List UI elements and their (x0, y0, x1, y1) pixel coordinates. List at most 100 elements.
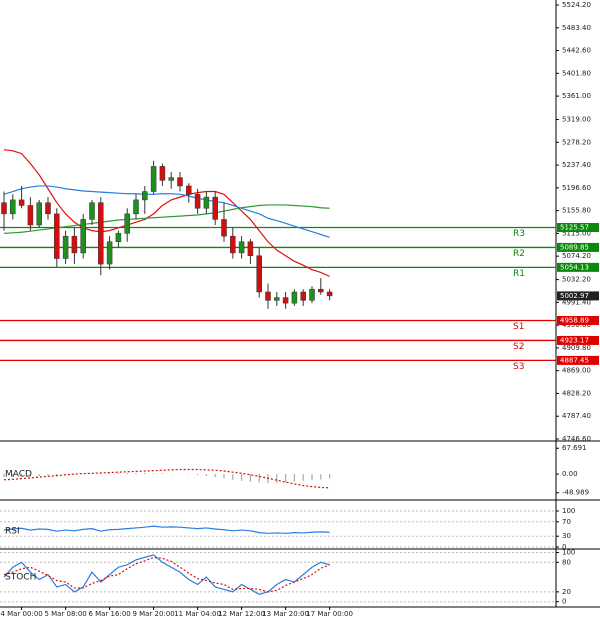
level-box (557, 355, 599, 365)
y-tick-label: 70 (562, 518, 571, 526)
candle-body (27, 205, 34, 226)
candle-body (106, 241, 113, 265)
level-name: S1 (513, 322, 524, 332)
moving-average (3, 185, 330, 238)
candle-body (150, 166, 157, 192)
y-tick-label: 5278.20 (562, 138, 591, 146)
level-value: 4923.17 (560, 336, 589, 344)
y-tick-label: 5483.40 (562, 24, 591, 32)
candle-body (221, 219, 227, 237)
x-tick-label: 4 Mar 00:00 (0, 610, 42, 618)
rsi-line (3, 525, 330, 534)
y-tick-label: 5237.40 (562, 161, 591, 169)
y-tick-label: 5442.60 (562, 47, 591, 55)
stoch-line (3, 554, 330, 595)
candle-body (54, 213, 60, 259)
y-tick-label: 5074.20 (562, 252, 591, 260)
panel-title: MACD (5, 470, 32, 480)
x-tick-label: 9 Mar 20:00 (132, 610, 174, 618)
y-tick-label: 4909.80 (562, 344, 591, 352)
level-box (557, 335, 599, 345)
level-box (557, 222, 599, 232)
y-tick-label: 5196.60 (562, 184, 591, 192)
candle-body (291, 291, 298, 304)
stoch-line (3, 556, 330, 593)
level-value: 4958.89 (560, 317, 589, 325)
candle-body (71, 235, 78, 254)
y-tick-label: 5401.80 (562, 69, 591, 77)
last-price: 5002.97 (560, 292, 589, 300)
y-tick-label: 5361.00 (562, 92, 591, 100)
panel-title: STOCH (5, 573, 36, 583)
y-tick-label: 5155.80 (562, 207, 591, 215)
y-tick-label: 5032.20 (562, 276, 591, 284)
candle-body (256, 255, 262, 293)
candle-body (300, 291, 306, 301)
level-name: S2 (513, 342, 524, 352)
y-tick-label: 67.691 (562, 444, 587, 452)
level-value: 4887.45 (560, 356, 589, 364)
candle-body (265, 291, 271, 301)
y-tick-label: 4787.40 (562, 412, 591, 420)
macd-signal (3, 468, 330, 489)
level-value: 5054.13 (560, 263, 589, 271)
y-tick-label: -48.989 (562, 489, 589, 497)
y-tick-label: 0 (562, 598, 566, 606)
x-tick-label: 12 Mar 12:00 (218, 610, 265, 618)
level-box (557, 242, 599, 252)
level-box (557, 316, 599, 326)
level-value: 5089.85 (560, 243, 589, 251)
candle-body (10, 199, 16, 215)
candle-body (309, 288, 315, 301)
x-tick-label: 5 Mar 08:00 (44, 610, 86, 618)
x-tick-label: 17 Mar 00:00 (306, 610, 353, 618)
x-tick-label: 13 Mar 20:00 (262, 610, 309, 618)
candle-body (177, 177, 183, 187)
candle-body (318, 288, 324, 293)
y-tick-label: 0.00 (562, 470, 578, 478)
candle-body (159, 166, 166, 181)
y-tick-label: 5115.00 (562, 229, 591, 237)
candle-body (115, 233, 122, 243)
candle-body (247, 241, 254, 256)
y-tick-label: 4950.60 (562, 321, 591, 329)
candle-body (36, 202, 42, 226)
candle-body (98, 202, 104, 265)
last-price-box (557, 291, 599, 301)
level-box (557, 262, 599, 272)
candle-body (45, 202, 51, 215)
candle-body (133, 199, 139, 215)
y-tick-label: 30 (562, 532, 571, 540)
x-tick-label: 6 Mar 16:00 (88, 610, 130, 618)
y-tick-label: 4828.20 (562, 389, 591, 397)
y-tick-label: 5319.00 (562, 116, 591, 124)
panel-title: RSI (5, 527, 20, 537)
moving-average (3, 149, 330, 277)
candle-body (124, 213, 130, 234)
candle-body (230, 235, 236, 254)
candle-body (142, 191, 148, 201)
candle-body (212, 196, 218, 220)
x-tick-label: 11 Mar 04:00 (174, 610, 221, 618)
candle-body (282, 297, 289, 304)
level-name: S3 (513, 362, 524, 372)
candle-body (80, 219, 86, 254)
level-value: 5125.57 (560, 223, 589, 231)
candle-body (274, 297, 280, 301)
y-tick-label: 4746.60 (562, 435, 591, 443)
candle-body (89, 202, 95, 220)
y-tick-label: 100 (562, 507, 575, 515)
candle-body (194, 194, 201, 209)
level-name: R3 (513, 229, 525, 239)
y-tick-label: 5524.20 (562, 1, 591, 9)
candle-body (18, 199, 25, 206)
candle-body (186, 185, 192, 195)
candle-body (62, 235, 69, 259)
candle-body (168, 177, 174, 181)
candle-body (238, 241, 245, 254)
y-tick-label: 4869.00 (562, 367, 591, 375)
level-name: R2 (513, 249, 525, 259)
y-tick-label: 4991.40 (562, 298, 591, 306)
